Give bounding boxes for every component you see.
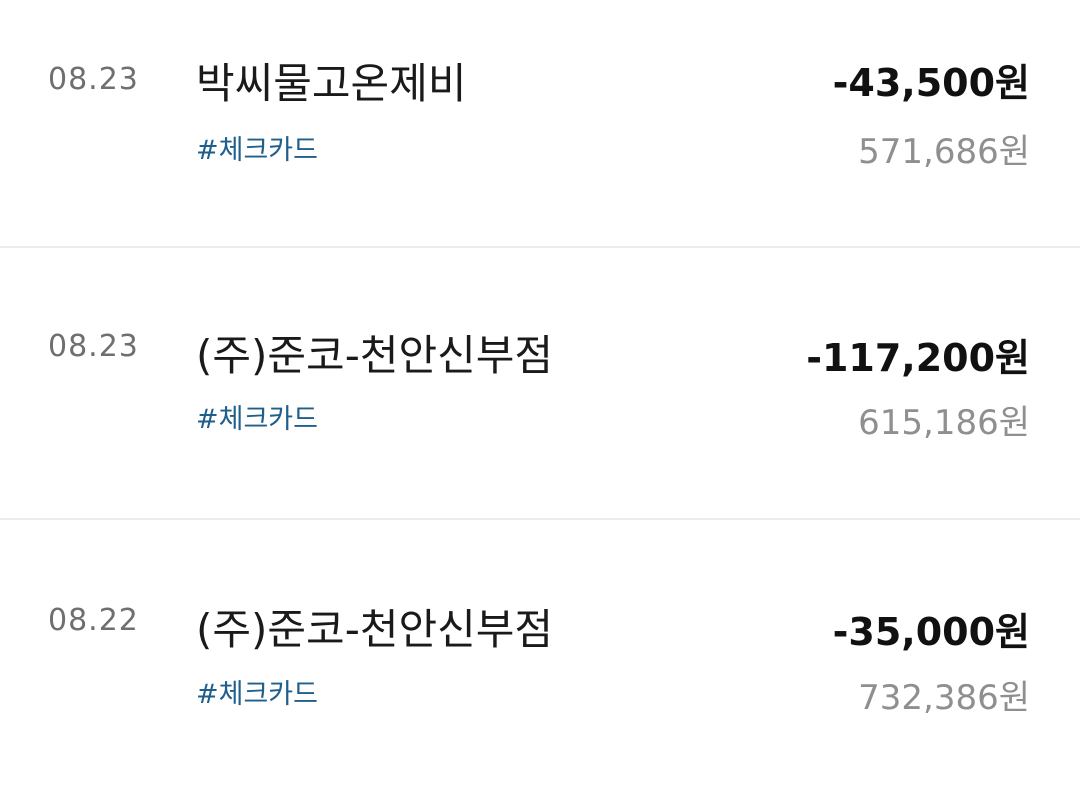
merchant-name: (주)준코-천안신부점 [196,605,554,654]
payment-tag[interactable]: #체크카드 [196,135,318,166]
balance-after: 571,686원 [858,132,1030,172]
payment-tag[interactable]: #체크카드 [196,679,318,710]
transaction-row[interactable]: 08.22 (주)준코-천안신부점 #체크카드 -35,000원 732,386… [0,520,1080,766]
transaction-date: 08.22 [48,603,139,638]
transaction-amount: -43,500원 [832,61,1030,105]
transaction-amount: -117,200원 [806,336,1030,380]
transaction-row[interactable]: 08.23 박씨물고온제비 #체크카드 -43,500원 571,686원 [0,0,1080,246]
merchant-name: 박씨물고온제비 [196,59,467,108]
transaction-date: 08.23 [48,329,139,364]
transaction-amount: -35,000원 [832,610,1030,654]
balance-after: 732,386원 [858,678,1030,718]
transaction-date: 08.23 [48,62,139,97]
row-divider [0,518,1080,520]
row-divider [0,246,1080,248]
merchant-name: (주)준코-천안신부점 [196,331,554,380]
balance-after: 615,186원 [858,403,1030,443]
transaction-row[interactable]: 08.23 (주)준코-천안신부점 #체크카드 -117,200원 615,18… [0,247,1080,493]
payment-tag[interactable]: #체크카드 [196,404,318,435]
